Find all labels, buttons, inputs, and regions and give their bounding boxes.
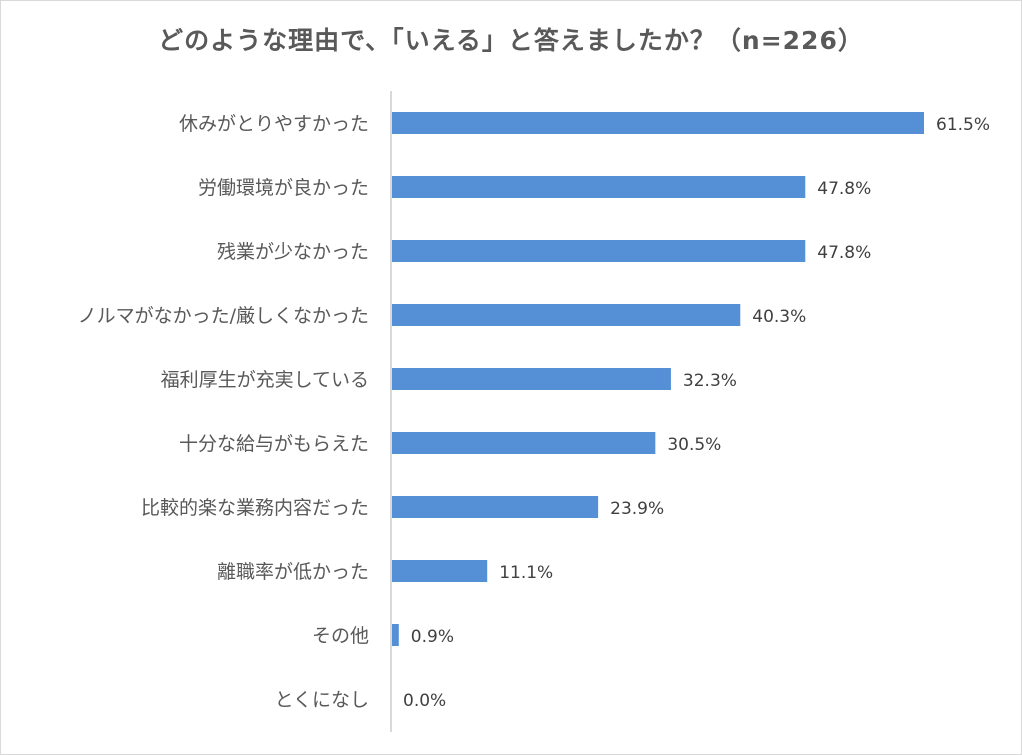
category-label: 福利厚生が充実している — [161, 369, 369, 391]
category-label: その他 — [312, 625, 369, 647]
bar — [391, 368, 671, 390]
value-label: 47.8% — [817, 179, 871, 199]
value-label: 32.3% — [683, 371, 737, 391]
bar — [391, 432, 656, 454]
category-label: とくになし — [275, 689, 369, 711]
bar — [391, 624, 399, 646]
category-label: 休みがとりやすかった — [179, 113, 369, 135]
value-label: 47.8% — [817, 243, 871, 263]
value-label: 30.5% — [667, 435, 721, 455]
bar — [391, 240, 806, 262]
value-label: 0.0% — [403, 691, 446, 711]
value-label: 0.9% — [411, 627, 454, 647]
chart-title: どのような理由で、「いえる」と答えましたか？（n=226） — [158, 26, 864, 55]
category-label: 比較的楽な業務内容だった — [141, 497, 369, 519]
bar — [391, 112, 924, 134]
value-label: 23.9% — [610, 499, 664, 519]
category-label: 残業が少なかった — [217, 241, 369, 263]
category-label: 離職率が低かった — [217, 561, 369, 583]
value-label: 11.1% — [499, 563, 553, 583]
bar — [391, 496, 599, 518]
category-label: 労働環境が良かった — [198, 177, 369, 199]
bar — [391, 560, 488, 582]
value-label: 40.3% — [752, 307, 806, 327]
bar — [391, 176, 806, 198]
value-label: 61.5% — [936, 115, 990, 135]
category-label: ノルマがなかった/厳しくなかった — [78, 305, 369, 327]
bar — [391, 304, 741, 326]
category-label: 十分な給与がもらえた — [179, 433, 369, 455]
